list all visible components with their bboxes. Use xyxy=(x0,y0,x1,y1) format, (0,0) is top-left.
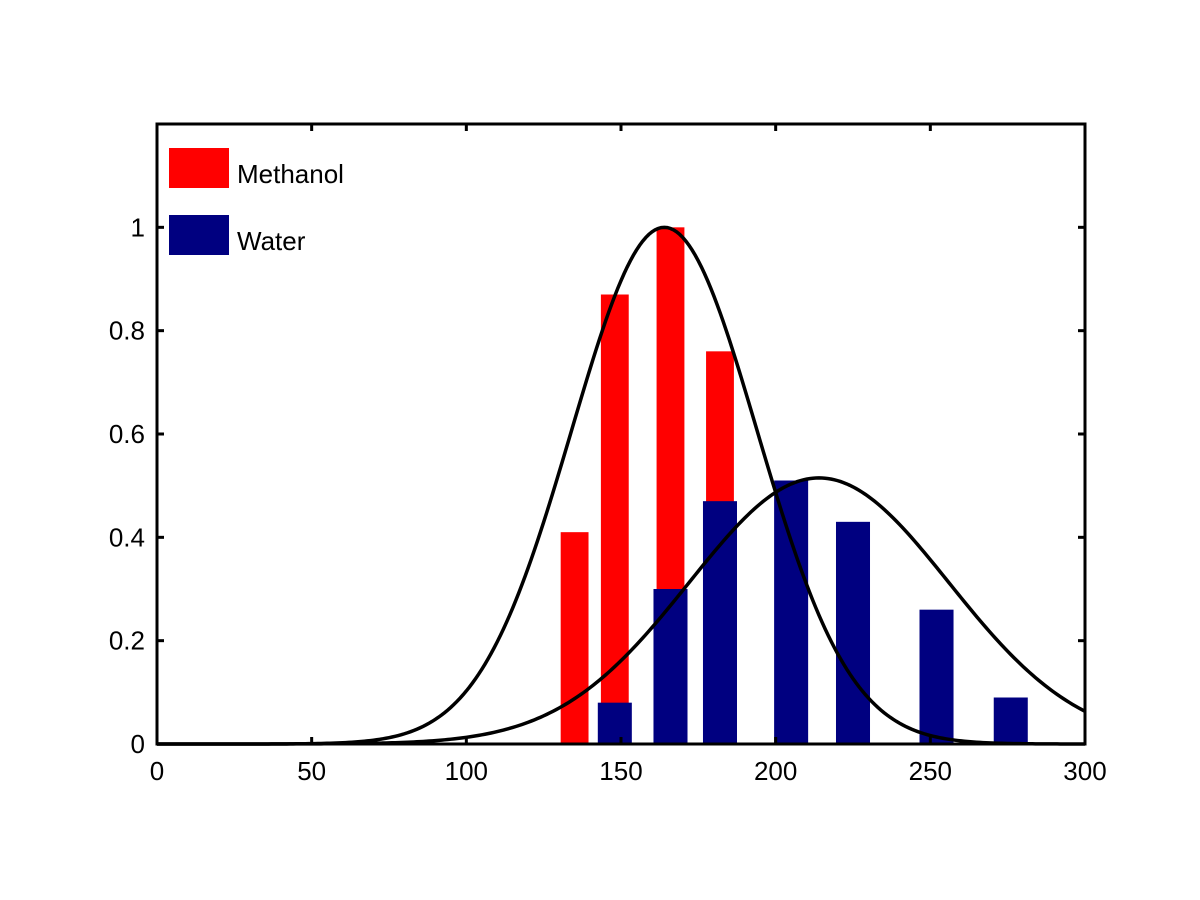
bars-layer xyxy=(560,227,1028,745)
bar-water-6 xyxy=(993,697,1028,744)
y-tick-label-2: 0.4 xyxy=(109,522,145,552)
bar-water-1 xyxy=(653,589,688,744)
legend-item-methanol: Methanol xyxy=(169,148,344,189)
x-tick-label-0: 0 xyxy=(150,756,164,786)
x-tick-label-2: 100 xyxy=(445,756,488,786)
legend-swatch-water xyxy=(169,215,229,255)
bar-water-2 xyxy=(702,501,737,744)
y-tick-label-1: 0.2 xyxy=(109,626,145,656)
legend: Methanol Water xyxy=(169,148,344,256)
bar-water-4 xyxy=(835,521,871,744)
bar-water-3 xyxy=(774,480,809,744)
bar-methanol-1 xyxy=(600,294,629,744)
x-tick-label-3: 150 xyxy=(599,756,642,786)
x-tick-label-6: 300 xyxy=(1063,756,1106,786)
ticks-layer: 0 50 100 150 200 250 300 0 0.2 0.4 0.6 0.8 1 xyxy=(109,124,1107,786)
legend-label-water: Water xyxy=(237,226,306,256)
x-tick-label-1: 50 xyxy=(297,756,326,786)
bar-methanol-0 xyxy=(560,532,589,744)
y-tick-label-0: 0 xyxy=(131,729,145,759)
y-tick-label-5: 1 xyxy=(131,212,145,242)
bar-water-0 xyxy=(597,702,632,744)
y-tick-label-3: 0.6 xyxy=(109,419,145,449)
legend-swatch-methanol xyxy=(169,148,229,188)
legend-label-methanol: Methanol xyxy=(237,159,344,189)
legend-item-water: Water xyxy=(169,215,306,256)
y-tick-label-4: 0.8 xyxy=(109,316,145,346)
bar-water-5 xyxy=(919,609,954,744)
x-tick-label-5: 250 xyxy=(909,756,952,786)
x-tick-label-4: 200 xyxy=(754,756,797,786)
